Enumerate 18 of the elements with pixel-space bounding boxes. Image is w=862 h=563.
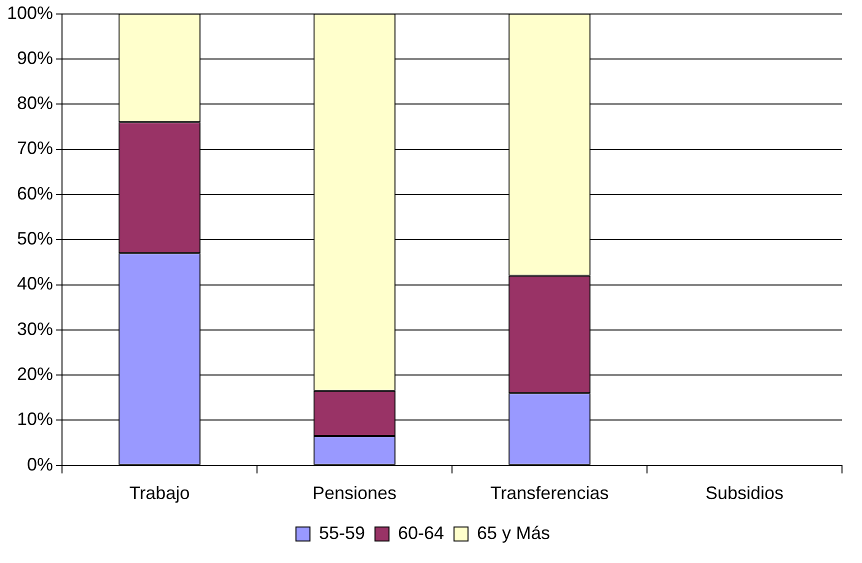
legend-label: 60-64 [398,522,444,543]
legend-label: 65 y Más [477,522,550,543]
x-tick-label: Trabajo [129,483,190,504]
y-tick-label: 30% [17,318,54,339]
x-tick-label: Subsidios [705,483,784,504]
y-tick-label: 40% [17,274,54,294]
y-tick-label: 100% [6,2,54,23]
y-tick-label: 20% [17,364,54,384]
y-tick-label: 80% [17,93,54,114]
y-tick-label: 0% [27,454,54,474]
y-tick-label: 50% [17,228,54,249]
y-tick-label: 90% [17,48,54,68]
x-tick-label: Transferencias [490,483,609,504]
legend-label: 55-59 [318,522,365,543]
y-tick-label: 70% [17,138,54,158]
y-tick-label: 10% [17,409,54,430]
x-tick-label: Pensiones [312,483,397,504]
y-tick-label: 60% [17,183,54,204]
